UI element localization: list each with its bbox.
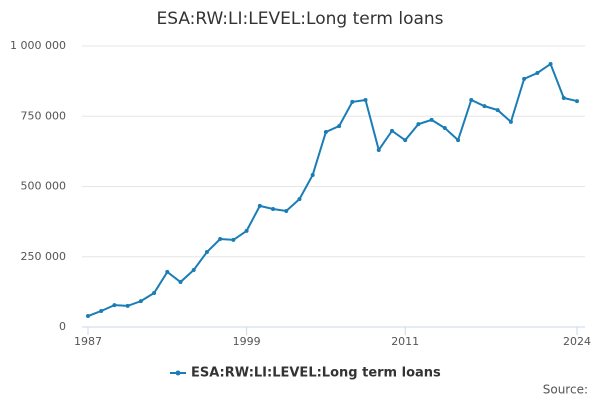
point: [257, 203, 262, 208]
point: [495, 108, 500, 113]
point: [389, 128, 394, 133]
line: [87, 62, 578, 317]
x-tick-label: 1987: [74, 335, 102, 348]
point: [561, 95, 566, 100]
point: [165, 269, 170, 274]
point: [86, 314, 90, 319]
point: [548, 61, 553, 66]
y-tick-label: 500 000: [21, 180, 67, 193]
y-tick-label: 250 000: [21, 250, 67, 263]
point: [310, 172, 315, 177]
point: [403, 138, 408, 143]
point: [575, 99, 579, 104]
x-tick-label: 1999: [233, 335, 261, 348]
point: [218, 237, 223, 242]
legend-marker: [175, 370, 181, 376]
point: [482, 104, 487, 109]
point: [178, 280, 183, 285]
y-tick-label: 1 000 000: [10, 39, 66, 52]
point: [204, 249, 209, 254]
point: [508, 119, 513, 124]
source: Source:: [543, 383, 588, 397]
point: [112, 303, 117, 308]
point: [152, 290, 157, 295]
point: [99, 308, 104, 313]
point: [363, 97, 368, 102]
point: [442, 126, 447, 131]
point: [271, 206, 276, 211]
point: [522, 76, 527, 81]
point: [456, 138, 461, 143]
point: [244, 228, 249, 233]
y-tick-label: 750 000: [21, 109, 67, 122]
point: [376, 147, 381, 152]
point: [535, 70, 540, 75]
point: [191, 267, 196, 272]
y-tick-label: 0: [59, 320, 66, 333]
point: [323, 129, 328, 134]
chart-title: ESA:RW:LI:LEVEL:Long term loans: [156, 9, 443, 29]
point: [469, 97, 474, 102]
point: [231, 237, 236, 242]
point: [138, 299, 143, 304]
point: [350, 99, 355, 104]
point: [297, 197, 302, 202]
point: [416, 122, 421, 127]
legend-label: ESA:RW:LI:LEVEL:Long term loans: [191, 366, 441, 381]
point: [429, 117, 434, 122]
point: [125, 303, 130, 308]
point: [337, 124, 342, 129]
x-tick-label: 2024: [563, 335, 591, 348]
x-tick-label: 2011: [391, 335, 419, 348]
point: [284, 208, 289, 213]
